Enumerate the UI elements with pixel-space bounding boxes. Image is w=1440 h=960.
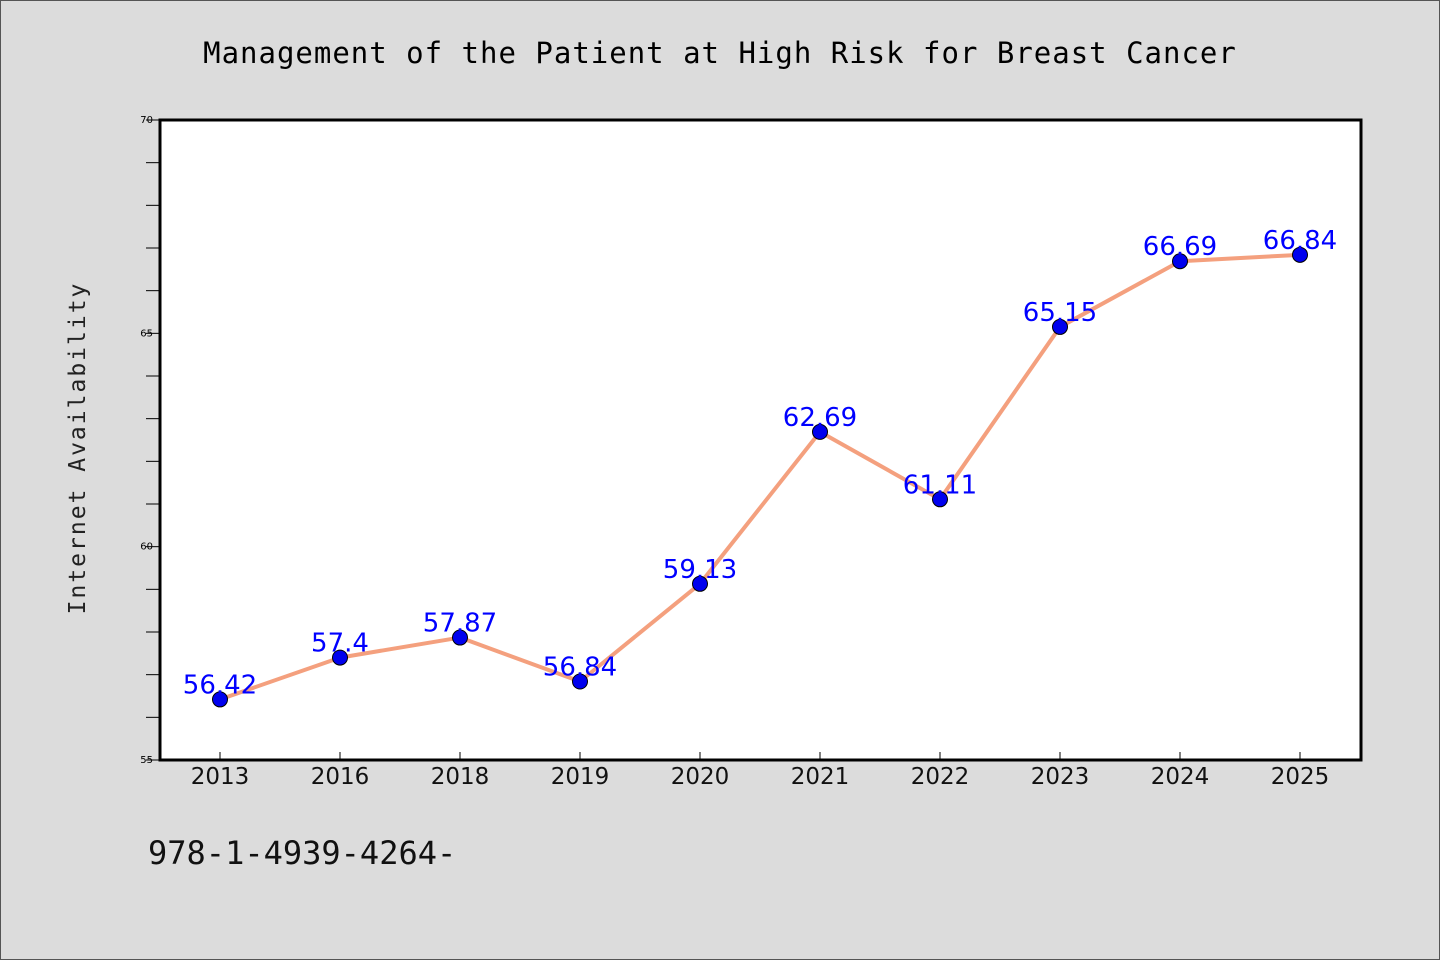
data-label: 62.69 — [783, 403, 857, 433]
y-tick-label: 60 — [140, 542, 153, 553]
data-point — [332, 649, 348, 666]
data-label: 66.69 — [1143, 232, 1217, 262]
data-label: 65.15 — [1023, 298, 1097, 328]
data-point — [572, 673, 588, 690]
x-tick-label: 2022 — [911, 764, 970, 790]
data-point — [1292, 246, 1308, 263]
data-point — [692, 575, 708, 592]
data-labels-group: 56.42 57.4 57.87 56.84 59.13 62.69 61.11 65.15 6… — [183, 226, 1337, 701]
x-tick-label: 2016 — [311, 764, 370, 790]
data-point — [212, 691, 228, 708]
series-line — [218, 252, 1302, 702]
data-label: 66.84 — [1263, 226, 1337, 256]
footnote: 978-1-4939-4264- — [148, 834, 456, 872]
x-tick-label: 2025 — [1271, 764, 1330, 790]
y-axis-label: Internet Availability — [65, 282, 91, 615]
y-tick-label: 65 — [140, 328, 153, 339]
x-tick-label: 2019 — [551, 764, 610, 790]
y-tick-label: 55 — [140, 755, 153, 766]
x-tick-label: 2020 — [671, 764, 730, 790]
data-label: 56.84 — [543, 652, 617, 682]
y-axis-ticks: 55 60 65 70 — [140, 115, 160, 766]
x-tick-label: 2018 — [431, 764, 490, 790]
data-point — [1052, 318, 1068, 335]
data-point — [1172, 253, 1188, 270]
x-tick-label: 2023 — [1031, 764, 1090, 790]
x-tick-label: 2021 — [791, 764, 850, 790]
chart-title: Management of the Patient at High Risk f… — [203, 36, 1237, 70]
data-point — [452, 629, 468, 646]
x-axis-ticks: 2013 2016 2018 2019 2020 2021 2022 2023 2024 2025 — [191, 752, 1330, 790]
data-label: 57.4 — [311, 629, 369, 659]
data-label: 56.42 — [183, 670, 257, 700]
data-label: 61.11 — [903, 470, 977, 500]
data-label: 57.87 — [423, 609, 497, 639]
x-tick-label: 2024 — [1151, 764, 1210, 790]
data-point — [932, 491, 948, 508]
series-group — [212, 246, 1308, 708]
data-label: 59.13 — [663, 555, 737, 585]
x-tick-label: 2013 — [191, 764, 250, 790]
data-point — [812, 423, 828, 440]
y-tick-label: 70 — [140, 115, 153, 126]
